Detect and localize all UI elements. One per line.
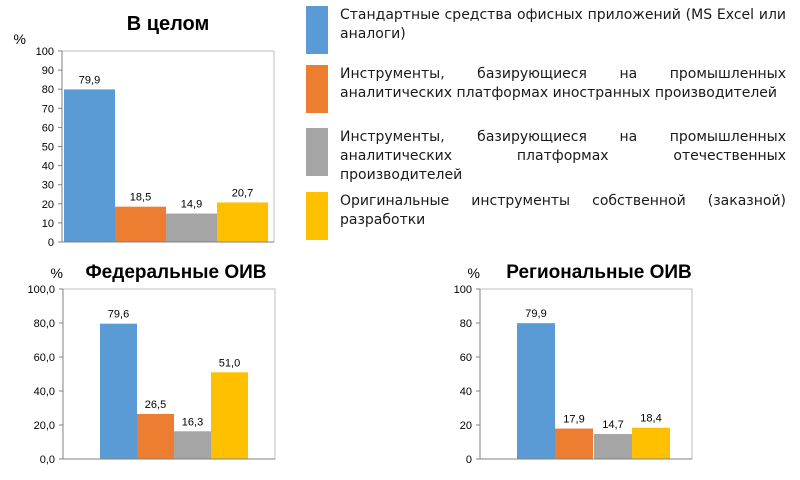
chart2-ytick-label-4: 80,0: [34, 318, 55, 330]
chart1-bar-custom: [217, 202, 268, 242]
legend-swatch-office: [306, 6, 328, 54]
chart2-ytick-label-3: 60,0: [34, 352, 55, 364]
chart1-data-label-custom: 20,7: [232, 187, 253, 199]
chart1-bar-foreign: [115, 206, 166, 242]
chart3-bar-custom: [632, 427, 670, 459]
chart2-bar-custom: [211, 372, 248, 459]
chart2-bar-foreign: [137, 413, 174, 459]
legend-swatch-foreign: [306, 65, 328, 113]
chart2-bar-domestic: [174, 431, 211, 459]
chart1-ytick-label-2: 20: [42, 199, 54, 211]
chart3-ytick-label-5: 100: [454, 284, 472, 296]
chart2-data-label-custom: 51,0: [219, 357, 240, 369]
chart2-ylabel: %: [51, 265, 63, 281]
chart1-ytick-label-8: 80: [42, 84, 54, 96]
chart1-ytick-label-0: 0: [48, 237, 54, 249]
chart3-bar-domestic: [594, 434, 632, 459]
chart2-bar-office: [100, 323, 137, 459]
chart1-ytick-label-9: 90: [42, 65, 54, 77]
chart2-ytick-label-2: 40,0: [34, 386, 55, 398]
legend-label-domestic: Инструменты, базирующиеся на промышленны…: [340, 129, 786, 183]
chart3-ylabel: %: [468, 265, 480, 281]
chart1-data-label-office: 79,9: [79, 74, 100, 86]
chart2-ytick-label-5: 100,0: [27, 284, 55, 296]
chart1-ytick-label-1: 10: [42, 218, 54, 230]
chart1-data-label-foreign: 18,5: [130, 192, 151, 204]
chart1-bar-office: [64, 89, 115, 243]
chart1-ytick-label-6: 60: [42, 122, 54, 134]
legend-swatch-domestic: [306, 128, 328, 176]
chart1-ytick-label-4: 40: [42, 161, 54, 173]
chart1-title: В целом: [127, 13, 210, 35]
chart2-ytick-label-0: 0,0: [40, 454, 55, 466]
chart1-ytick-label-7: 70: [42, 103, 54, 115]
chart3-ytick-label-2: 40: [460, 386, 472, 398]
chart3-data-label-domestic: 14,7: [602, 419, 623, 431]
chart2-data-label-foreign: 26,5: [145, 399, 166, 411]
legend-label-foreign: Инструменты, базирующиеся на промышленны…: [340, 66, 786, 101]
legend-swatch-custom: [306, 192, 328, 240]
chart3-data-label-foreign: 17,9: [563, 414, 584, 426]
chart3-ytick-label-4: 80: [460, 318, 472, 330]
chart2-title: Федеральные ОИВ: [85, 262, 266, 283]
chart2-data-label-domestic: 16,3: [182, 416, 203, 428]
chart3-title: Региональные ОИВ: [506, 262, 691, 283]
chart3-ytick-label-1: 20: [460, 420, 472, 432]
chart3-data-label-custom: 18,4: [640, 413, 661, 425]
chart2-ytick-label-1: 20,0: [34, 420, 55, 432]
legend-label-custom: Оригинальные инструменты собственной (за…: [340, 193, 786, 228]
chart1-ytick-label-3: 30: [42, 180, 54, 192]
chart3-data-label-office: 79,9: [525, 308, 546, 320]
legend-label-office: Стандартные средства офисных приложений …: [340, 7, 786, 42]
chart1-ytick-label-5: 50: [42, 142, 54, 154]
chart1-ylabel: %: [14, 31, 26, 47]
chart3-ytick-label-0: 0: [466, 454, 472, 466]
chart1-data-label-domestic: 14,9: [181, 199, 202, 211]
chart3-bar-office: [517, 323, 555, 459]
chart2-data-label-office: 79,6: [108, 309, 129, 321]
chart1-bar-domestic: [166, 213, 217, 242]
chart3-bar-foreign: [555, 428, 593, 459]
chart1-ytick-label-10: 100: [36, 46, 54, 58]
chart3-ytick-label-3: 60: [460, 352, 472, 364]
